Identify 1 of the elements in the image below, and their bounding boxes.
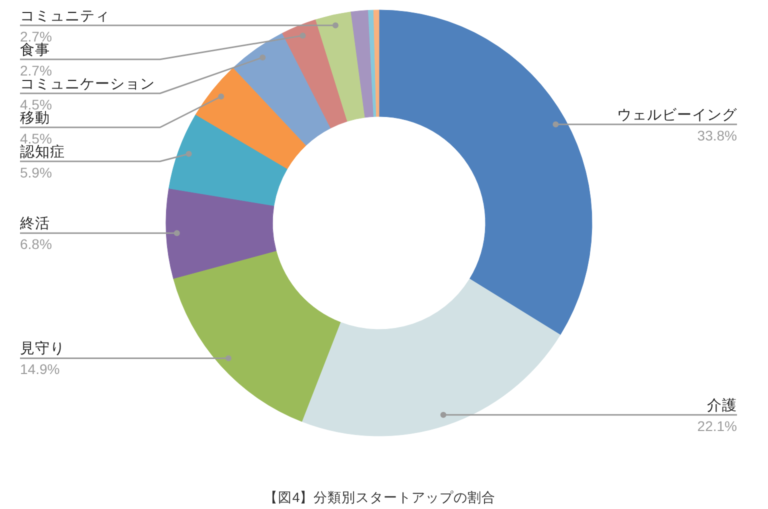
title: 【図4】分類別スタートアップの割合 <box>264 490 496 505</box>
